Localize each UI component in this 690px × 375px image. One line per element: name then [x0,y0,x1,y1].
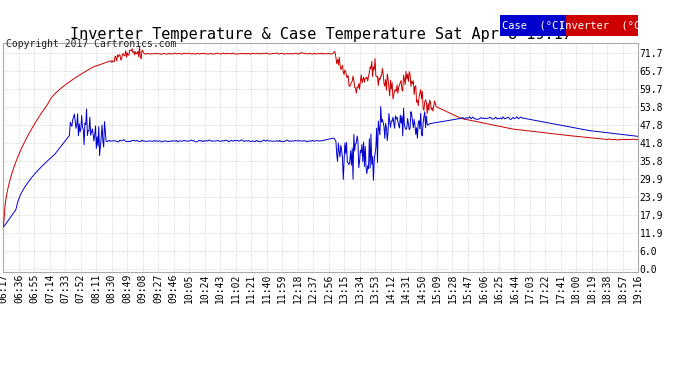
Title: Inverter Temperature & Case Temperature Sat Apr 8 19:17: Inverter Temperature & Case Temperature … [70,27,572,42]
Text: Copyright 2017 Cartronics.com: Copyright 2017 Cartronics.com [6,39,176,50]
Text: Case  (°C): Case (°C) [502,21,564,30]
Text: Inverter  (°C): Inverter (°C) [559,21,646,30]
